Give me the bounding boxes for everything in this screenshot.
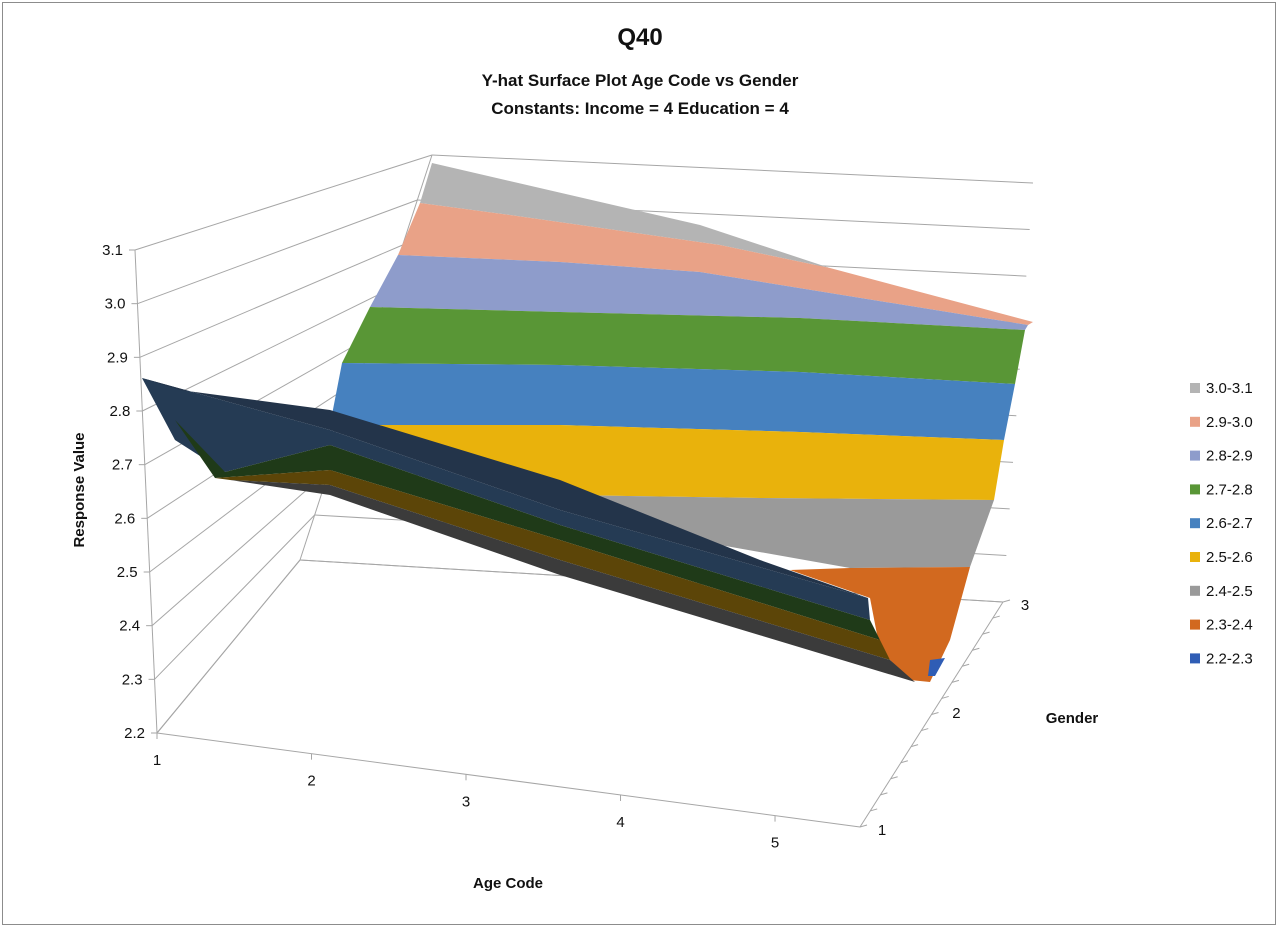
- surface-band-back-2.4-2.5: [560, 495, 994, 568]
- legend-label: 2.5-2.6: [1206, 549, 1253, 566]
- z-gridline-back-wall: [431, 154, 1034, 184]
- legend-swatch: [1190, 518, 1200, 529]
- legend-label: 2.6-2.7: [1206, 515, 1253, 532]
- y-tick-label: 3: [1021, 597, 1029, 614]
- y-minor-tick: [941, 695, 949, 699]
- z-gridline-left-wall: [137, 199, 418, 305]
- y-minor-tick: [890, 776, 898, 780]
- x-tick-label: 5: [771, 835, 779, 852]
- z-gridline-left-wall: [139, 244, 403, 358]
- legend-swatch: [1190, 416, 1200, 427]
- legend-label: 2.4-2.5: [1206, 583, 1253, 600]
- z-gridline-left-wall: [154, 514, 316, 680]
- z-gridline-left-wall: [151, 469, 330, 627]
- surface-front-shade-green: [175, 420, 880, 640]
- legend-swatch: [1190, 585, 1200, 596]
- z-tick-label: 3.0: [105, 296, 126, 313]
- legend-label: 3.0-3.1: [1206, 380, 1253, 397]
- y-minor-tick: [931, 712, 939, 715]
- surface-band-back-2.8-2.9: [370, 255, 1028, 330]
- legend-swatch: [1190, 653, 1200, 664]
- y-tick-label: 1: [878, 822, 886, 839]
- axis-ticks: 2.2 2.3 2.4 2.5 2.6 2.7 2.8 2.9 3.0 3.1 1 2 3 4 5 1 2 3: [102, 242, 1029, 852]
- y-minor-tick: [972, 647, 980, 651]
- y-minor-tick: [859, 824, 868, 828]
- z-gridline-left-wall: [134, 154, 433, 251]
- x-tick-label: 4: [616, 814, 624, 831]
- surface-band-back-2.3-2.4: [790, 567, 970, 682]
- y-minor-tick: [910, 744, 919, 748]
- z-tick-label: 2.7: [112, 457, 133, 474]
- y-minor-tick: [982, 631, 990, 635]
- y-tick-label: 2: [952, 705, 960, 722]
- legend-swatch: [1190, 552, 1200, 562]
- z-tick-label: 2.3: [122, 671, 143, 688]
- z-tick-label: 2.9: [107, 349, 128, 366]
- z-axis-line: [134, 249, 158, 734]
- x-tick-label: 2: [307, 773, 315, 790]
- z-tick-label: 2.8: [109, 403, 130, 420]
- legend: 3.0-3.1 2.9-3.0 2.8-2.9 2.7-2.8 2.6-2.7 2.5-2…: [1190, 380, 1253, 667]
- legend-label: 2.3-2.4: [1206, 617, 1253, 634]
- y-minor-tick: [900, 760, 908, 764]
- surface-band-back-2.2-2.3: [928, 658, 945, 676]
- x-axis-line: [156, 732, 861, 828]
- legend-swatch: [1190, 383, 1200, 393]
- z-gridline-left-wall: [156, 559, 301, 734]
- z-tick-label: 2.2: [124, 725, 145, 742]
- x-tick-label: 1: [153, 752, 161, 769]
- chart-title: Q40: [617, 24, 663, 51]
- z-tick-label: 2.6: [114, 510, 135, 527]
- z-tick-label: 3.1: [102, 242, 123, 259]
- x-axis-title: Age Code: [473, 875, 543, 892]
- z-tick-label: 2.4: [119, 618, 140, 635]
- surface-front-shade-edge: [142, 378, 868, 598]
- y-minor-tick: [962, 663, 970, 667]
- y-minor-tick: [880, 792, 888, 796]
- axis-titles: Response Value Age Code Gender: [71, 432, 1098, 892]
- legend-label: 2.9-3.0: [1206, 414, 1253, 431]
- legend-label: 2.8-2.9: [1206, 448, 1253, 465]
- y-minor-tick: [870, 808, 878, 812]
- y-minor-tick: [951, 679, 960, 683]
- legend-label: 2.7-2.8: [1206, 481, 1253, 498]
- surface-band-back-2.7-2.8: [342, 307, 1025, 384]
- z-axis-title: Response Value: [71, 432, 88, 547]
- y-minor-tick: [921, 728, 929, 732]
- surface-band-back-3.0-3.1: [420, 163, 830, 268]
- chart-subtitle-line-1: Y-hat Surface Plot Age Code vs Gender: [481, 71, 799, 90]
- legend-swatch: [1190, 450, 1200, 461]
- x-tick-label: 3: [462, 793, 470, 810]
- z-tick-label: 2.5: [117, 564, 138, 581]
- y-minor-tick: [1002, 599, 1011, 603]
- y-minor-tick: [992, 615, 1000, 619]
- surface-plot: [142, 163, 1033, 682]
- surface-front-shade-top: [142, 378, 870, 620]
- chart-subtitle-line-2: Constants: Income = 4 Education = 4: [491, 99, 789, 118]
- legend-swatch: [1190, 619, 1200, 630]
- legend-swatch: [1190, 484, 1200, 495]
- y-axis-title: Gender: [1046, 710, 1099, 727]
- legend-label: 2.2-2.3: [1206, 650, 1253, 667]
- surface-band-back-2.6-2.7: [330, 363, 1015, 440]
- surface-band-back-2.5-2.6: [330, 425, 1004, 500]
- surface-band-back-2.9-3.0: [398, 203, 1033, 325]
